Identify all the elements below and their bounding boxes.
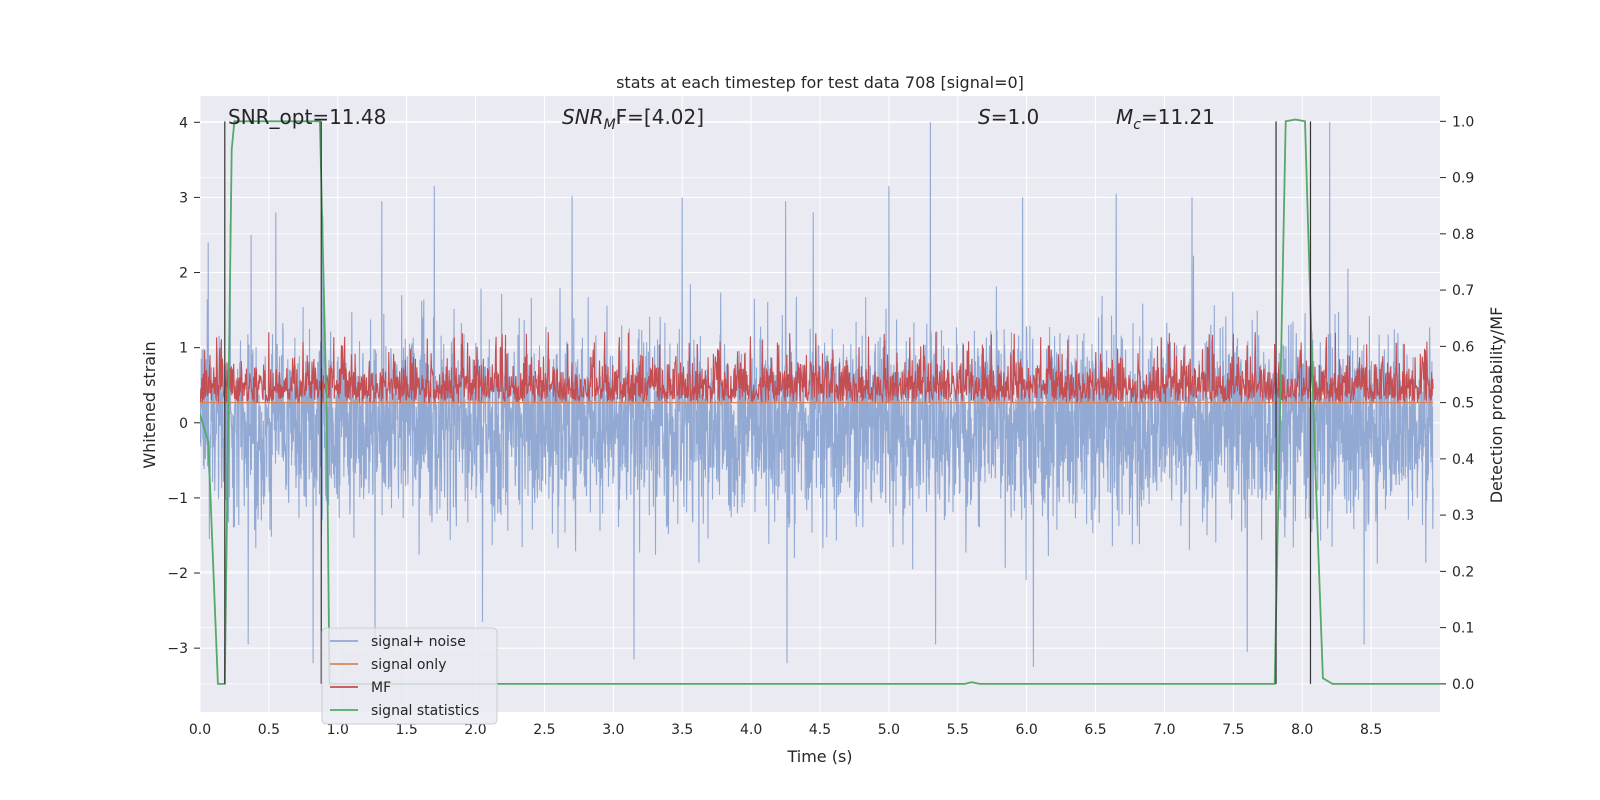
- x-tick-label: 1.0: [327, 722, 349, 738]
- legend-label-mf: MF: [371, 680, 391, 696]
- right-axis-label: Detection probability/MF: [1487, 307, 1506, 504]
- left-tick-label: 0: [179, 416, 188, 432]
- right-tick-label: 1.0: [1452, 114, 1474, 130]
- left-tick-label: 3: [179, 190, 188, 206]
- annotation-snr-mf: SNRMF=[4.02]: [562, 105, 704, 133]
- legend-box: [321, 627, 498, 725]
- x-tick-label: 2.0: [464, 722, 486, 738]
- x-axis-label: Time (s): [786, 747, 852, 766]
- left-tick-label: −1: [167, 491, 188, 507]
- x-tick-label: 7.5: [1222, 722, 1244, 738]
- x-tick-label: 5.5: [947, 722, 969, 738]
- right-tick-label: 0.1: [1452, 621, 1474, 637]
- x-tick-label: 0.0: [189, 722, 211, 738]
- left-axis-label: Whitened strain: [140, 341, 159, 468]
- left-axis-ticks: 4 3 2 1 0 −1 −2 −3: [167, 115, 200, 657]
- left-tick-label: 1: [179, 341, 188, 357]
- x-tick-label: 8.0: [1291, 722, 1313, 738]
- left-tick-label: 4: [179, 115, 188, 131]
- annotation-s: S=1.0: [978, 105, 1039, 129]
- x-tick-label: 2.5: [533, 722, 555, 738]
- left-tick-label: 2: [179, 266, 188, 282]
- x-tick-label: 1.5: [396, 722, 418, 738]
- x-tick-label: 4.0: [740, 722, 762, 738]
- right-axis-ticks: 1.0 0.9 0.8 0.7 0.6 0.5 0.4 0.3 0.2 0.1 0.0: [1440, 114, 1474, 693]
- chart-title: stats at each timestep for test data 708…: [616, 73, 1024, 92]
- series-mf: [200, 331, 1434, 404]
- legend: signal+ noise signal only MF signal stat…: [321, 627, 498, 725]
- series-signal-noise: [200, 122, 1434, 667]
- right-tick-label: 0.7: [1452, 283, 1474, 299]
- x-tick-label: 5.0: [878, 722, 900, 738]
- x-tick-label: 6.0: [1016, 722, 1038, 738]
- x-tick-label: 0.5: [258, 722, 280, 738]
- left-tick-label: −3: [167, 641, 188, 657]
- right-tick-label: 0.9: [1452, 171, 1474, 187]
- right-tick-label: 0.6: [1452, 339, 1474, 355]
- right-tick-label: 0.4: [1452, 452, 1474, 468]
- x-tick-label: 7.0: [1153, 722, 1175, 738]
- series-signal-statistics: [200, 118, 1440, 685]
- left-tick-label: −2: [167, 566, 188, 582]
- legend-label-signal-statistics: signal statistics: [371, 703, 479, 719]
- legend-label-signal-noise: signal+ noise: [371, 634, 466, 650]
- marker-lines: [224, 121, 1312, 684]
- annotation-mc: Mc=11.21: [1116, 105, 1215, 133]
- right-tick-label: 0.0: [1452, 677, 1474, 693]
- x-tick-label: 3.0: [602, 722, 624, 738]
- right-tick-label: 0.5: [1452, 396, 1474, 412]
- right-tick-label: 0.2: [1452, 564, 1474, 580]
- x-axis-ticks: 0.0 0.5 1.0 1.5 2.0 2.5 3.0 3.5 4.0 4.5 5.0 5.5 6.0 6…: [189, 722, 1382, 738]
- right-tick-label: 0.3: [1452, 508, 1474, 524]
- x-tick-label: 6.5: [1084, 722, 1106, 738]
- annotation-snr-opt: SNR_opt=11.48: [228, 105, 386, 129]
- right-tick-label: 0.8: [1452, 227, 1474, 243]
- legend-label-signal-only: signal only: [371, 657, 446, 673]
- x-tick-label: 8.5: [1360, 722, 1382, 738]
- x-tick-label: 3.5: [671, 722, 693, 738]
- x-tick-label: 4.5: [809, 722, 831, 738]
